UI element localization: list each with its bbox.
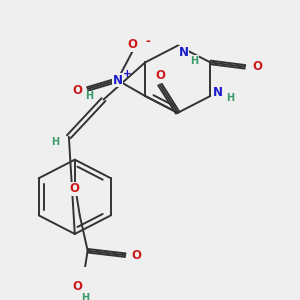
Text: +: + (123, 69, 132, 79)
Text: O: O (155, 69, 165, 82)
Text: H: H (51, 137, 59, 147)
Text: O: O (73, 280, 83, 292)
Text: O: O (131, 249, 141, 262)
Text: -: - (146, 35, 151, 48)
Text: O: O (127, 38, 137, 51)
Text: N: N (112, 74, 122, 87)
Text: N: N (179, 46, 189, 59)
Text: H: H (85, 91, 94, 101)
Text: O: O (70, 182, 80, 195)
Text: H: H (190, 56, 199, 66)
Text: H: H (81, 292, 89, 300)
Text: O: O (73, 84, 83, 97)
Text: O: O (252, 60, 262, 73)
Text: N: N (213, 86, 223, 99)
Text: H: H (226, 93, 234, 103)
